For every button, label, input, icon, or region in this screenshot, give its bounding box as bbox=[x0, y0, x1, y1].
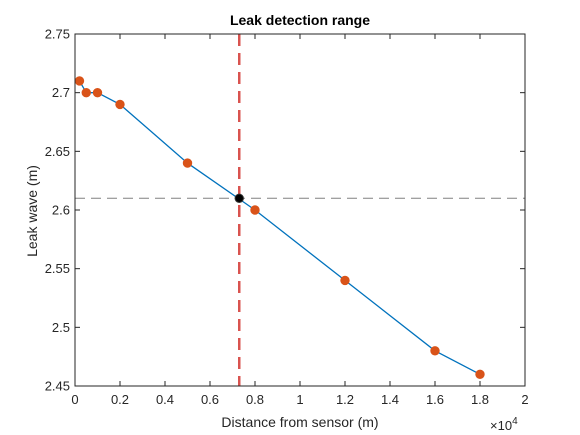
x-tick-label-10: 2 bbox=[521, 392, 528, 407]
data-point-0-8 bbox=[475, 369, 485, 379]
y-tick-label-4: 2.65 bbox=[45, 144, 70, 159]
x-axis-exponent-base: ×10 bbox=[490, 418, 512, 433]
x-tick-label-4: 0.8 bbox=[246, 392, 264, 407]
chart-title: Leak detection range bbox=[230, 12, 370, 28]
y-axis-label: Leak wave (m) bbox=[24, 165, 40, 257]
x-axis-exponent: ×104 bbox=[490, 416, 518, 433]
y-tick-label-1: 2.5 bbox=[52, 320, 70, 335]
y-tick-label-3: 2.6 bbox=[52, 203, 70, 218]
x-tick-label-8: 1.6 bbox=[426, 392, 444, 407]
y-tick-label-0: 2.45 bbox=[45, 379, 70, 394]
x-axis-exponent-power: 4 bbox=[512, 416, 518, 427]
x-tick-label-1: 0.2 bbox=[111, 392, 129, 407]
x-tick-label-7: 1.4 bbox=[381, 392, 399, 407]
x-axis-label: Distance from sensor (m) bbox=[221, 414, 378, 430]
data-point-0-3 bbox=[115, 99, 125, 110]
data-point-0-5 bbox=[250, 205, 260, 215]
data-point-0-7 bbox=[430, 346, 440, 356]
y-tick-label-6: 2.75 bbox=[45, 27, 70, 42]
x-tick-label-6: 1.2 bbox=[336, 392, 354, 407]
data-point-0-0 bbox=[74, 76, 85, 86]
y-tick-label-2: 2.55 bbox=[45, 261, 70, 276]
x-tick-label-9: 1.8 bbox=[471, 392, 489, 407]
x-tick-label-0: 0 bbox=[71, 392, 78, 407]
x-tick-label-5: 1 bbox=[296, 392, 303, 407]
x-tick-label-2: 0.4 bbox=[156, 392, 174, 407]
data-point-0-1 bbox=[81, 87, 91, 98]
detection-point bbox=[234, 193, 244, 203]
data-point-0-2 bbox=[92, 87, 103, 98]
plot-area: 0 0.2 0.4 0.6 0.8 1 1.2 1.4 1.6 1.8 2 2.45 2.5 2.55 2.… bbox=[45, 27, 529, 408]
x-tick-label-3: 0.6 bbox=[201, 392, 219, 407]
y-tick-label-5: 2.7 bbox=[52, 85, 70, 100]
data-point-0-6 bbox=[340, 275, 350, 286]
data-point-0-4 bbox=[182, 158, 193, 168]
